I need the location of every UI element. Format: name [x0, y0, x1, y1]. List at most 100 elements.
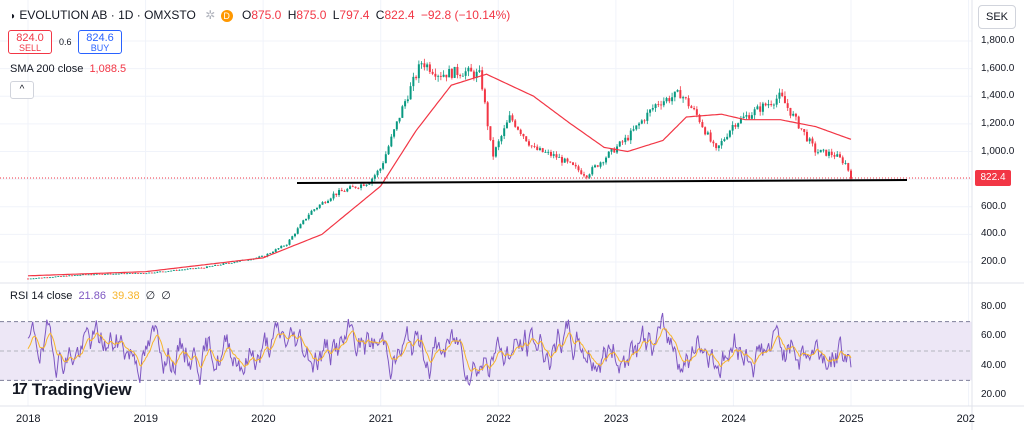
d-badge[interactable]: D: [220, 10, 233, 22]
support-trendline[interactable]: [296, 179, 908, 184]
candle-body: [161, 271, 164, 273]
tv-logo-icon: 17: [12, 381, 28, 398]
candle-body: [126, 273, 129, 275]
sell-button[interactable]: 824.0 SELL: [8, 30, 52, 54]
candle-body: [29, 278, 32, 280]
open-label: O: [241, 8, 252, 22]
candle-body: [577, 166, 580, 171]
candle-body: [673, 91, 676, 98]
candle-body: [775, 98, 778, 105]
candle-body: [68, 275, 71, 277]
candle-body: [186, 268, 189, 270]
logo-text: TradingView: [31, 380, 132, 399]
candle-body: [684, 97, 687, 99]
time-axis-label: 2025: [839, 413, 864, 425]
candle-body: [525, 136, 528, 142]
candle-body: [635, 125, 638, 130]
candle-body: [629, 130, 632, 141]
candle-body: [850, 170, 852, 179]
candle-body: [767, 104, 770, 106]
candle-body: [194, 268, 197, 270]
candle-body: [214, 264, 217, 266]
candle-body: [189, 268, 192, 270]
candle-body: [569, 161, 572, 163]
candle-body: [236, 261, 239, 263]
currency-selector[interactable]: SEK: [978, 5, 1016, 29]
candle-body: [340, 190, 343, 192]
candle-body: [594, 165, 597, 168]
candle-body: [263, 255, 266, 257]
candle-body: [316, 207, 319, 210]
sell-price: 824.0: [16, 32, 44, 44]
candle-body: [591, 167, 594, 175]
candle-body: [362, 184, 365, 186]
candle-body: [737, 123, 740, 127]
candle-body: [627, 137, 630, 141]
candle-body: [321, 202, 324, 205]
candle-body: [560, 156, 563, 163]
candle-body: [836, 154, 839, 157]
tradingview-logo[interactable]: 17 TradingView: [12, 380, 132, 400]
candle-body: [701, 122, 704, 128]
sma-legend[interactable]: SMA 200 close 1,088.5: [10, 63, 126, 75]
candle-body: [437, 75, 440, 77]
symbol-title[interactable]: EVOLUTION AB · 1D · OMXSTO: [19, 8, 196, 22]
candle-body: [384, 154, 387, 164]
candle-body: [516, 126, 519, 130]
candle-body: [324, 202, 327, 203]
collapse-legend-button[interactable]: ^: [10, 81, 34, 99]
flag-icon[interactable]: ✲: [205, 8, 216, 22]
candle-body: [230, 262, 233, 264]
candle-body: [690, 106, 693, 109]
candle-body: [841, 157, 844, 164]
candle-body: [360, 184, 363, 188]
candle-body: [197, 267, 200, 269]
candle-body: [329, 198, 332, 201]
time-axis-label: 2023: [603, 413, 629, 425]
candle-body: [120, 273, 123, 275]
rsi-legend[interactable]: RSI 14 close 21.86 39.38 ∅ ∅: [10, 289, 171, 302]
candle-body: [258, 256, 261, 258]
candle-body: [607, 151, 610, 158]
candle-body: [62, 275, 65, 277]
candle-body: [351, 186, 354, 188]
candle-body: [417, 64, 420, 79]
candle-body: [233, 262, 236, 264]
buy-label: BUY: [90, 43, 110, 53]
candle-body: [541, 148, 544, 153]
rsi-axis-label: 40.00: [981, 359, 1007, 371]
candle-body: [219, 264, 222, 266]
buy-button[interactable]: 824.6 BUY: [78, 30, 122, 54]
candle-body: [778, 92, 781, 99]
candle-body: [192, 268, 195, 270]
candle-body: [277, 248, 280, 250]
candle-body: [307, 214, 310, 219]
candle-body: [365, 184, 368, 186]
candle-body: [547, 151, 550, 153]
sell-label: SELL: [18, 43, 42, 53]
price-gridlines: [0, 40, 972, 263]
candle-body: [332, 193, 335, 199]
candle-body: [533, 146, 536, 147]
candle-body: [390, 136, 393, 147]
candle-body: [497, 141, 500, 148]
candle-body: [698, 114, 701, 123]
candle-body: [753, 109, 756, 116]
candle-body: [106, 273, 109, 275]
candle-body: [599, 162, 602, 167]
candle-body: [181, 269, 184, 271]
candle-body: [475, 71, 478, 78]
candle-body: [387, 146, 390, 155]
candle-body: [401, 106, 404, 118]
candle-body: [271, 251, 274, 254]
candle-body: [522, 133, 525, 137]
candle-body: [805, 131, 808, 142]
candle-body: [783, 96, 786, 104]
candle-body: [420, 63, 423, 65]
candle-body: [142, 273, 145, 274]
candle-body: [291, 236, 294, 240]
candle-body: [583, 174, 586, 176]
candle-body: [434, 73, 437, 77]
candle-body: [54, 276, 57, 278]
